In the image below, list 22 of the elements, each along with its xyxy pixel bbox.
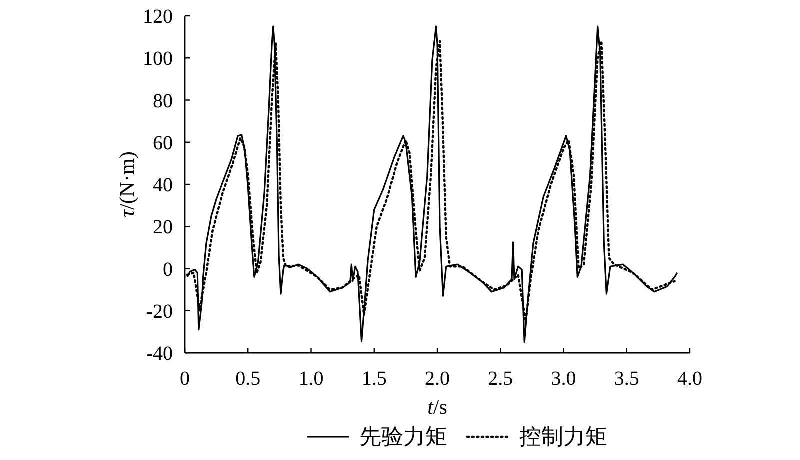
legend-label: 控制力矩 [520, 424, 608, 449]
y-tick-label: -20 [146, 300, 173, 323]
legend-label: 先验力矩 [360, 424, 448, 449]
x-tick-label: 2.5 [488, 368, 514, 390]
y-tick-label: 60 [153, 132, 173, 154]
y-tick-label: 40 [153, 174, 173, 196]
x-tick-label: 2.0 [425, 368, 450, 390]
x-tick-label: 1.0 [298, 368, 324, 390]
y-axis-title: τ/(N·m) [115, 152, 139, 218]
y-tick-label: 0 [163, 258, 173, 281]
y-tick-label: 80 [153, 90, 173, 112]
y-tick-label: -40 [146, 343, 173, 365]
y-tick-label: 120 [143, 6, 173, 28]
x-tick-label: 0 [180, 368, 190, 390]
x-tick-label: 3.5 [614, 368, 640, 390]
x-tick-label: 0.5 [236, 368, 261, 390]
y-tick-label: 20 [153, 216, 173, 239]
x-tick-label: 4.0 [678, 368, 702, 390]
x-axis-title: t/s [428, 395, 448, 419]
y-tick-label: 100 [143, 48, 173, 70]
x-tick-label: 1.5 [362, 368, 387, 390]
x-tick-label: 3.0 [551, 368, 576, 390]
